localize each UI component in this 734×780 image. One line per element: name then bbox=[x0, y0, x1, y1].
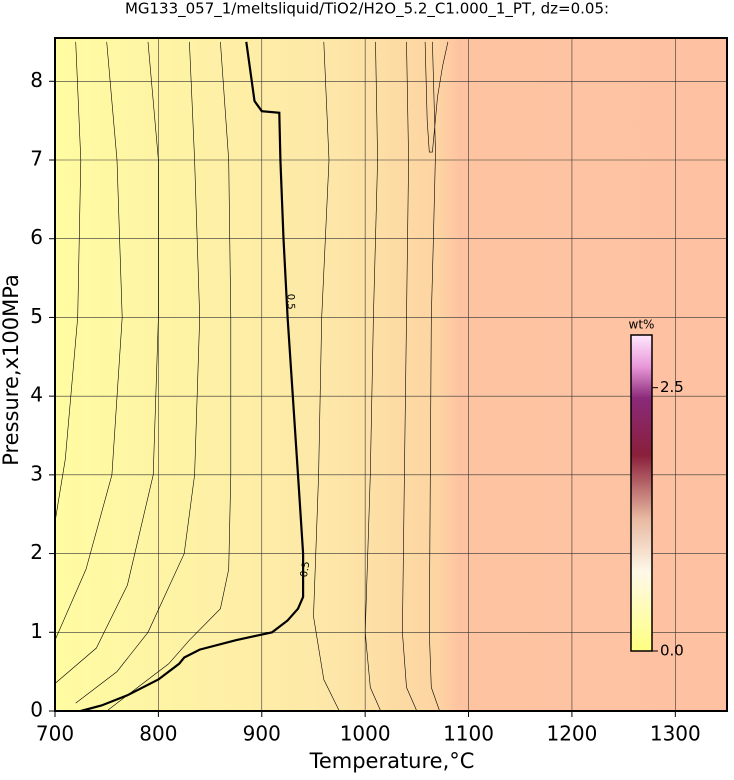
y-tick-label: 0 bbox=[30, 698, 43, 722]
contour-line bbox=[402, 41, 418, 712]
plot-background bbox=[55, 38, 727, 711]
y-axis-label: Pressure,x100MPa bbox=[0, 274, 23, 466]
x-tick-label: 1100 bbox=[443, 722, 494, 746]
x-tick-label: 800 bbox=[139, 722, 177, 746]
contour-line bbox=[364, 41, 381, 712]
contour-line bbox=[424, 41, 449, 153]
y-tick-label: 2 bbox=[30, 540, 43, 564]
contour-line bbox=[106, 41, 232, 712]
contour-line bbox=[428, 41, 440, 712]
contour-line bbox=[54, 41, 123, 641]
x-axis-label: Temperature,°C bbox=[309, 749, 475, 773]
contour-line bbox=[75, 41, 201, 704]
x-tick-label: 1300 bbox=[650, 722, 701, 746]
y-tick-label: 6 bbox=[30, 225, 43, 249]
y-tick-label: 1 bbox=[30, 619, 43, 643]
contour-label: 0.5 bbox=[284, 294, 296, 310]
plot-layer: 0.5 0.5 700 800 900 1000 1100 1200 1300 0 1 2 3 4 5 6 7 8… bbox=[30, 37, 728, 746]
contour-line bbox=[80, 41, 305, 713]
colorbar-tick-label: 0.0 bbox=[660, 642, 684, 660]
colorbar bbox=[630, 334, 653, 652]
contour-line bbox=[313, 41, 340, 712]
y-tick-label: 8 bbox=[30, 68, 43, 92]
contour-line bbox=[54, 41, 159, 684]
x-tick-label: 1000 bbox=[340, 722, 391, 746]
contour-label: 0.5 bbox=[299, 561, 313, 579]
y-tick-label: 3 bbox=[30, 461, 43, 485]
y-tick-label: 4 bbox=[30, 383, 43, 407]
x-tick-label: 700 bbox=[36, 722, 74, 746]
y-tick-label: 7 bbox=[30, 147, 43, 171]
contour-line bbox=[54, 41, 82, 523]
colorbar-label: wt% bbox=[629, 318, 655, 332]
plot-frame bbox=[54, 37, 728, 712]
x-tick-label: 1200 bbox=[546, 722, 597, 746]
y-tick-label: 5 bbox=[30, 304, 43, 328]
x-tick-label: 900 bbox=[243, 722, 281, 746]
colorbar-tick-label: 2.5 bbox=[660, 378, 684, 396]
chart-title: MG133_057_1/meltsliquid/TiO2/H2O_5.2_C1.… bbox=[125, 0, 609, 19]
